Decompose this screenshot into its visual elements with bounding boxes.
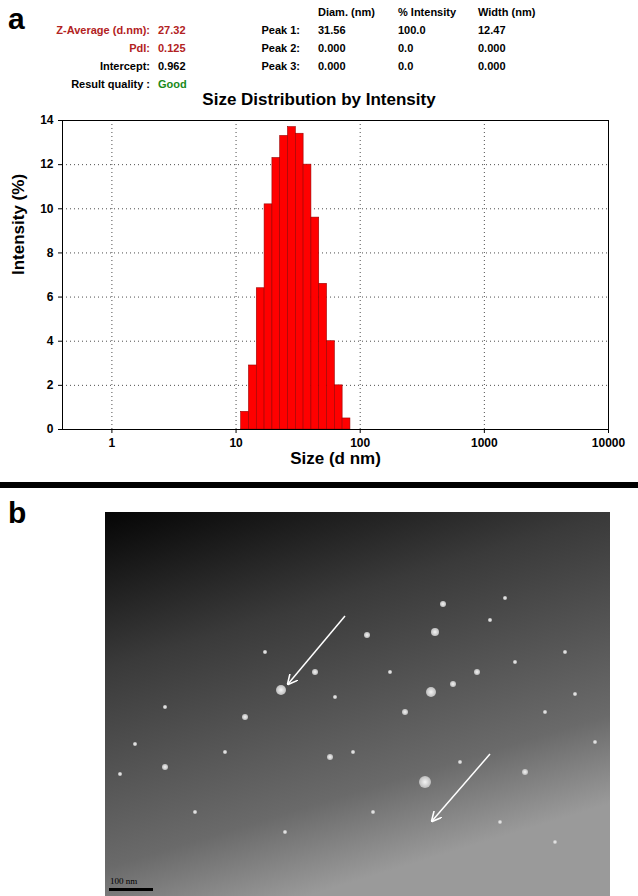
html-text:Size Distribution by Intensity: Size Distribution by Intensity <box>202 90 436 109</box>
svg-text:10000: 10000 <box>592 436 626 450</box>
html-text:31.56: 31.56 <box>318 24 346 36</box>
html-text:0.125: 0.125 <box>158 42 186 54</box>
html-text:0.000: 0.000 <box>478 60 506 72</box>
svg-text:10: 10 <box>40 202 54 216</box>
svg-text:12: 12 <box>40 157 54 171</box>
html-text:0.000: 0.000 <box>318 42 346 54</box>
html-text:0.0: 0.0 <box>398 42 414 54</box>
html-text:0.000: 0.000 <box>318 60 346 72</box>
html-text:Width (nm): Width (nm) <box>478 6 536 18</box>
html-text:PdI:: PdI: <box>129 42 150 54</box>
svg-text:14: 14 <box>40 113 54 127</box>
svg-text:Size (d nm): Size (d nm) <box>290 449 381 468</box>
html-text:Diam. (nm): Diam. (nm) <box>318 6 375 18</box>
html-text:100.0: 100.0 <box>398 24 426 36</box>
html-text:a: a <box>8 2 25 35</box>
html-text:Peak 3:: Peak 3: <box>261 60 300 72</box>
html-text:0.000: 0.000 <box>478 42 506 54</box>
svg-text:6: 6 <box>47 290 54 304</box>
svg-text:4: 4 <box>47 334 54 348</box>
svg-text:10: 10 <box>229 436 243 450</box>
html-text:Result quality :: Result quality : <box>71 78 150 90</box>
html-text:27.32: 27.32 <box>158 24 186 36</box>
svg-text:1000: 1000 <box>471 436 498 450</box>
svg-text:8: 8 <box>47 246 54 260</box>
svg-text:100: 100 <box>350 436 371 450</box>
html-text:0.0: 0.0 <box>398 60 414 72</box>
svg-text:0: 0 <box>47 422 54 436</box>
svg-text:2: 2 <box>47 378 54 392</box>
svg-text:100 nm: 100 nm <box>110 876 137 886</box>
html-text:Peak 2:: Peak 2: <box>261 42 300 54</box>
html-text:b: b <box>8 496 27 529</box>
html-text:12.47: 12.47 <box>478 24 506 36</box>
svg-text:1: 1 <box>109 436 116 450</box>
html-text:% Intensity: % Intensity <box>398 6 457 18</box>
html-text:0.962: 0.962 <box>158 60 186 72</box>
svg-text:Intensity (%): Intensity (%) <box>9 174 28 275</box>
html-text:Good: Good <box>158 78 187 90</box>
html-text:Peak 1:: Peak 1: <box>261 24 300 36</box>
html-text:Intercept:: Intercept: <box>99 60 150 72</box>
html-text:Z-Average (d.nm):: Z-Average (d.nm): <box>56 24 150 36</box>
